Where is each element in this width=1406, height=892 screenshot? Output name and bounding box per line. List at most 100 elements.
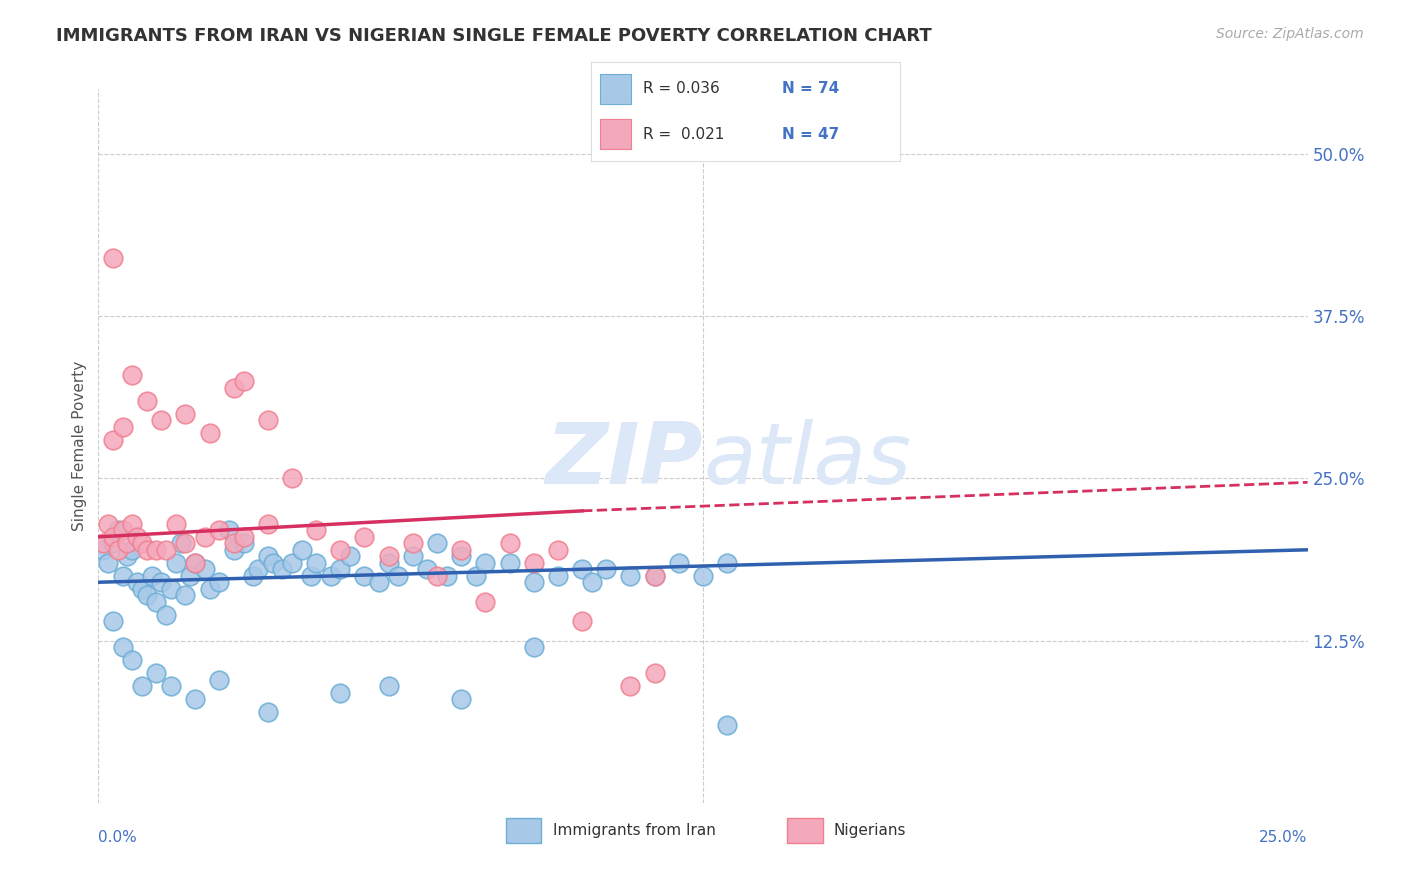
Point [256,705,278,719]
Point [174,588,197,602]
Point [716,718,738,732]
Point [174,536,197,550]
Point [135,393,157,408]
Point [547,542,569,557]
Point [232,374,254,388]
Point [290,542,312,557]
Point [160,679,183,693]
Point [160,582,183,596]
Text: atlas: atlas [703,418,911,502]
Point [474,595,496,609]
Text: N = 74: N = 74 [782,81,839,96]
Point [121,542,143,557]
Point [387,568,409,582]
Point [464,568,486,582]
Point [329,562,352,576]
Point [498,556,520,570]
Point [107,524,129,538]
Point [222,536,245,550]
Point [184,692,207,706]
Point [523,640,546,654]
Point [281,471,304,485]
Point [145,542,167,557]
Point [377,679,399,693]
Point [299,568,322,582]
Text: 0.0%: 0.0% [98,830,138,845]
Text: Immigrants from Iran: Immigrants from Iran [553,823,716,838]
Point [145,666,167,681]
Point [101,530,124,544]
Point [184,556,207,570]
Point [135,542,157,557]
Point [150,575,173,590]
Point [222,542,245,557]
Bar [600,120,631,149]
Point [91,542,114,557]
Point [232,536,254,550]
Point [368,575,391,590]
Point [101,536,124,550]
Point [179,568,201,582]
Point [256,516,278,531]
Point [155,542,177,557]
Point [208,575,231,590]
Point [107,542,129,557]
Point [305,524,328,538]
Point [498,536,520,550]
Text: 25.0%: 25.0% [1260,830,1308,845]
Point [97,556,120,570]
Point [194,530,217,544]
Point [194,562,217,576]
Point [97,516,120,531]
Point [242,568,264,582]
Point [595,562,617,576]
Point [377,549,399,564]
Point [165,556,187,570]
Point [165,516,187,531]
Point [644,666,666,681]
Point [111,568,134,582]
Point [198,582,221,596]
Point [523,556,546,570]
Point [416,562,439,576]
Point [111,640,134,654]
Point [169,536,191,550]
Point [716,556,738,570]
Point [668,556,690,570]
Point [619,568,641,582]
Point [101,433,124,447]
Point [644,568,666,582]
Point [262,556,284,570]
Point [117,549,139,564]
Point [208,673,231,687]
Point [127,530,149,544]
Point [426,568,449,582]
Point [571,562,593,576]
Text: ZIP: ZIP [546,418,703,502]
Point [339,549,361,564]
Point [145,595,167,609]
Point [198,425,221,440]
Point [353,530,375,544]
Point [150,413,173,427]
Point [450,692,472,706]
Text: Nigerians: Nigerians [834,823,907,838]
Point [353,568,375,582]
Point [111,524,134,538]
Point [101,251,124,265]
Point [131,582,153,596]
Text: R = 0.036: R = 0.036 [643,81,720,96]
Text: N = 47: N = 47 [782,127,839,142]
Point [141,568,163,582]
Point [547,568,569,582]
Point [581,575,603,590]
Point [329,542,352,557]
Point [117,536,139,550]
Point [402,536,425,550]
Point [127,575,149,590]
Point [426,536,449,550]
Point [111,419,134,434]
Point [450,549,472,564]
Point [184,556,207,570]
Point [281,556,304,570]
